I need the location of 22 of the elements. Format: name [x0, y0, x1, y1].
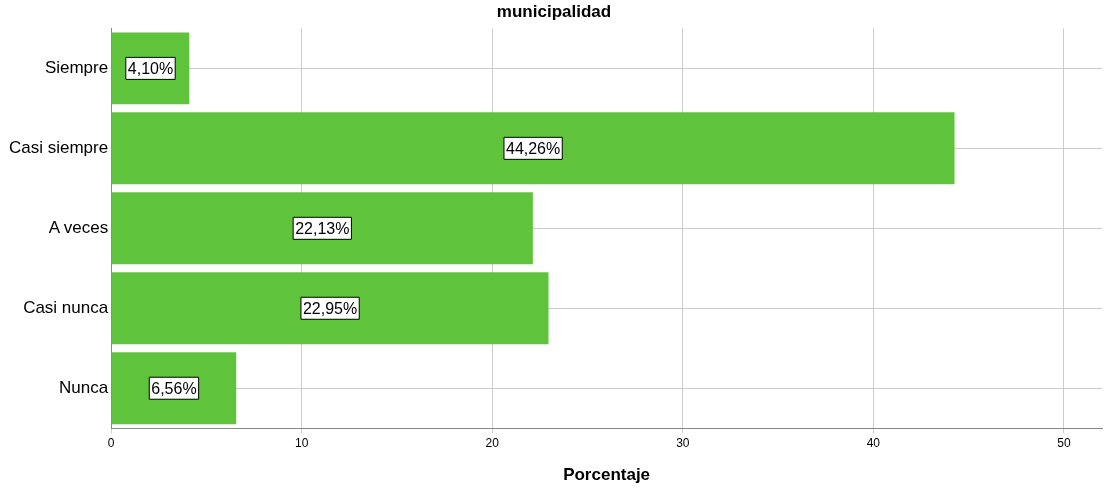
data-label: 44,26% — [505, 139, 561, 157]
x-tick-label: 40 — [866, 435, 881, 450]
x-tick-label: 50 — [1057, 435, 1071, 450]
data-label: 6,56% — [151, 379, 197, 397]
x-tick-label: 20 — [485, 435, 500, 450]
x-tick-label: 30 — [676, 435, 690, 450]
x-tick-label: 10 — [295, 435, 309, 450]
bar — [111, 272, 549, 345]
bar — [111, 352, 237, 425]
x-axis-title: Porcentaje — [563, 465, 651, 485]
data-label: 22,95% — [302, 299, 358, 317]
bar — [111, 112, 955, 185]
bar — [111, 192, 533, 265]
data-label: 22,13% — [295, 219, 350, 237]
x-tick-label: 0 — [107, 435, 115, 450]
y-tick-label: A veces — [48, 217, 109, 237]
y-tick-label: Siempre — [44, 58, 109, 78]
data-label: 4,10% — [127, 59, 174, 77]
chart-title: municipalidad — [496, 1, 612, 21]
y-tick-label: Casi nunca — [23, 297, 109, 317]
y-tick-label: Nunca — [59, 377, 109, 397]
y-tick-label: Casi siempre — [8, 138, 109, 158]
